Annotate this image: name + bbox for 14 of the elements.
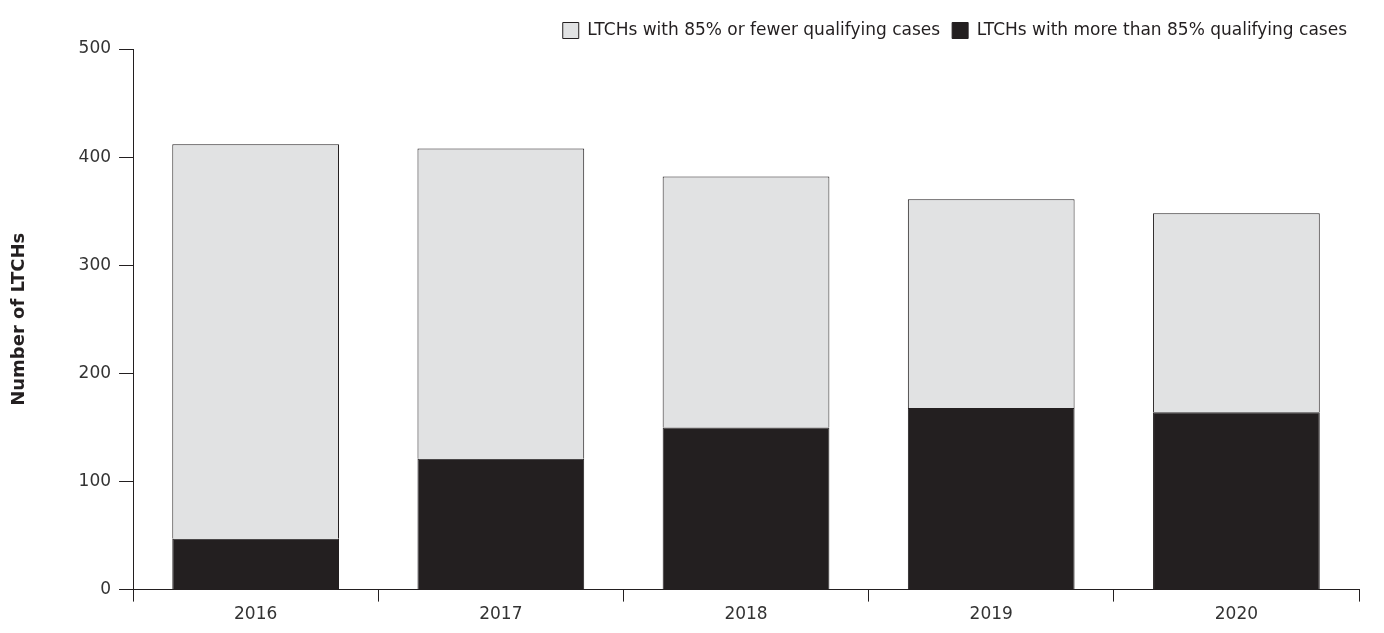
x-tick-label: 2020 <box>1214 603 1259 624</box>
y-axis-title: Number of LTCHs <box>7 232 29 406</box>
legend-label: LTCHs with 85% or fewer qualifying cases <box>587 18 941 39</box>
x-tick-label: 2017 <box>479 603 523 624</box>
y-tick-label: 400 <box>78 145 112 166</box>
x-tick-label: 2018 <box>724 603 768 624</box>
x-tick-label: 2019 <box>969 603 1013 624</box>
y-tick-label: 300 <box>78 253 112 274</box>
y-tick-label: 0 <box>100 578 112 599</box>
legend-label: LTCHs with more than 85% qualifying cases <box>976 18 1348 39</box>
y-tick-label: 200 <box>78 361 112 382</box>
y-tick-label: 100 <box>78 469 112 490</box>
x-tick-label: 2016 <box>234 603 278 624</box>
y-tick-label: 500 <box>78 37 112 58</box>
